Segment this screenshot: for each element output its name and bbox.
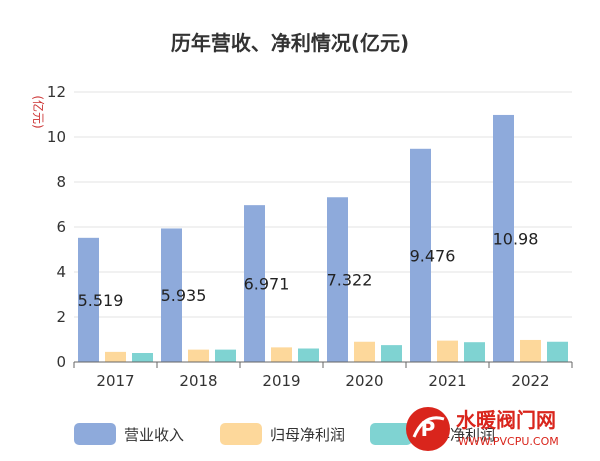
bar-营业收入-2022[interactable] bbox=[493, 114, 514, 362]
bar-归母净利润-2022[interactable] bbox=[520, 339, 541, 362]
x-axis: 2017 2018 2019 2020 2021 2022 bbox=[73, 361, 573, 390]
bar-营业收入-2021[interactable] bbox=[410, 148, 431, 362]
watermark-logo-letter: P bbox=[421, 417, 436, 441]
bar-营业收入-2018[interactable] bbox=[161, 228, 182, 362]
watermark-brand-text: 水暖阀门网 bbox=[456, 408, 556, 432]
x-tick-label: 2019 bbox=[262, 372, 300, 390]
data-label: 5.935 bbox=[161, 286, 207, 305]
y-tick-label: 6 bbox=[56, 218, 66, 236]
legend-swatch bbox=[370, 423, 412, 445]
x-tick-label: 2018 bbox=[179, 372, 217, 390]
y-axis-ticks: 0 2 4 6 8 10 12 bbox=[47, 83, 66, 371]
watermark: P 水暖阀门网 WWW.PVCPU.COM bbox=[406, 407, 559, 451]
y-tick-label: 0 bbox=[56, 353, 66, 371]
legend-swatch bbox=[220, 423, 262, 445]
bar-扣非净利润-2019[interactable] bbox=[298, 348, 319, 363]
grid bbox=[74, 91, 572, 318]
x-tick-label: 2020 bbox=[345, 372, 383, 390]
data-label: 6.971 bbox=[244, 275, 290, 294]
data-label: 5.519 bbox=[78, 291, 124, 310]
bar-归母净利润-2021[interactable] bbox=[437, 340, 458, 362]
bar-归母净利润-2020[interactable] bbox=[354, 341, 375, 362]
legend-item-归母净利润[interactable]: 归母净利润 bbox=[220, 423, 345, 445]
bar-营业收入-2017[interactable] bbox=[78, 237, 99, 362]
watermark-logo-swoosh bbox=[412, 416, 445, 438]
bars bbox=[78, 114, 568, 363]
bar-归母净利润-2017[interactable] bbox=[105, 351, 126, 362]
y-tick-label: 10 bbox=[47, 128, 66, 146]
chart-title: 历年营收、净利情况(亿元) bbox=[171, 31, 409, 55]
bar-归母净利润-2019[interactable] bbox=[271, 347, 292, 362]
bar-扣非净利润-2022[interactable] bbox=[547, 341, 568, 362]
bar-扣非净利润-2017[interactable] bbox=[132, 353, 153, 362]
legend-label: 营业收入 bbox=[124, 426, 184, 444]
bar-营业收入-2020[interactable] bbox=[327, 197, 348, 362]
data-label: 9.476 bbox=[410, 246, 456, 265]
y-tick-label: 2 bbox=[56, 308, 66, 326]
watermark-url-text: WWW.PVCPU.COM bbox=[458, 435, 559, 448]
x-tick-label: 2021 bbox=[428, 372, 466, 390]
bar-扣非净利润-2018[interactable] bbox=[215, 349, 236, 362]
data-label: 7.322 bbox=[327, 271, 373, 290]
bar-归母净利润-2018[interactable] bbox=[188, 349, 209, 362]
x-tick-label: 2022 bbox=[511, 372, 549, 390]
data-labels: 5.519 5.935 6.971 7.322 9.476 10.98 bbox=[78, 229, 539, 309]
legend-label: 归母净利润 bbox=[270, 426, 345, 444]
x-tick-label: 2017 bbox=[96, 372, 134, 390]
y-tick-label: 12 bbox=[47, 83, 66, 101]
bar-扣非净利润-2020[interactable] bbox=[381, 345, 402, 362]
y-tick-label: 4 bbox=[56, 263, 66, 281]
legend[interactable]: 营业收入 归母净利润 扣非净利润 bbox=[74, 423, 495, 445]
data-label: 10.98 bbox=[493, 229, 539, 248]
y-tick-label: 8 bbox=[56, 173, 66, 191]
bar-营业收入-2019[interactable] bbox=[244, 205, 265, 362]
legend-item-营业收入[interactable]: 营业收入 bbox=[74, 423, 184, 445]
bar-扣非净利润-2021[interactable] bbox=[464, 342, 485, 362]
y-axis-label: (亿元) bbox=[31, 95, 46, 128]
legend-swatch bbox=[74, 423, 116, 445]
